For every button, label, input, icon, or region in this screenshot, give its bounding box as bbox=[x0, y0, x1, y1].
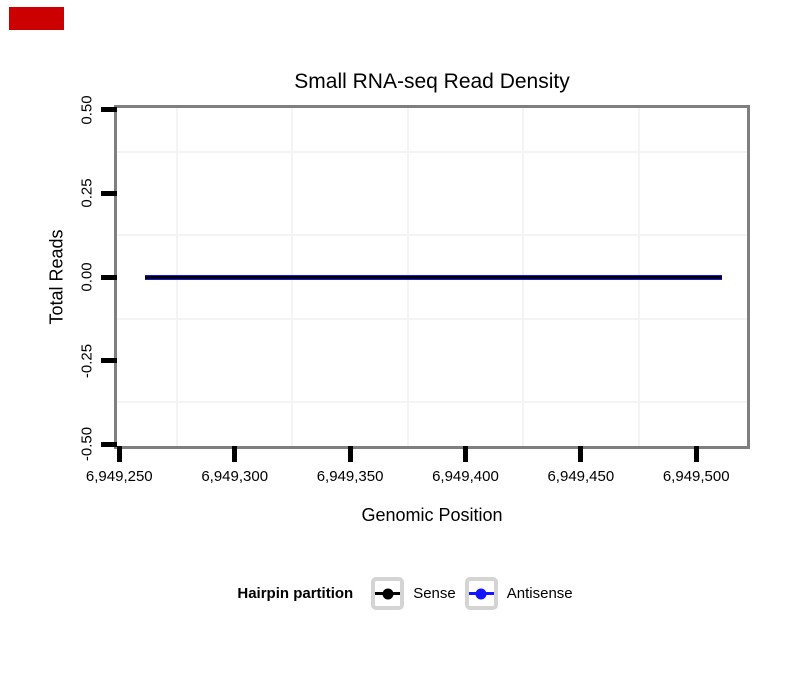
x-tick-label: 6,949,250 bbox=[85, 468, 153, 485]
legend: Hairpin partition Sense Antisense bbox=[0, 577, 810, 610]
legend-title: Hairpin partition bbox=[237, 585, 354, 602]
y-tick-label: -0.50 bbox=[78, 427, 96, 462]
y-tick-label: -0.25 bbox=[78, 343, 96, 378]
x-tick-label: 6,949,300 bbox=[201, 468, 269, 485]
chart-title: Small RNA-seq Read Density bbox=[294, 70, 570, 93]
x-tick-label: 6,949,450 bbox=[547, 468, 615, 485]
legend-key-sense bbox=[371, 577, 405, 610]
legend-label-antisense: Antisense bbox=[506, 585, 573, 602]
red-marker-rectangle bbox=[9, 7, 64, 30]
x-tick-label: 6,949,350 bbox=[316, 468, 384, 485]
x-tick-label: 6,949,500 bbox=[662, 468, 730, 485]
y-axis-label: Total Reads bbox=[46, 229, 67, 325]
antisense-dot-icon bbox=[475, 588, 487, 599]
x-tick-label: 6,949,400 bbox=[432, 468, 499, 485]
y-tick-label: 0.00 bbox=[78, 262, 96, 292]
y-tick-label: 0.25 bbox=[78, 178, 96, 208]
legend-key-antisense bbox=[464, 577, 498, 610]
sense-dot-icon bbox=[382, 588, 394, 599]
x-axis-label: Genomic Position bbox=[361, 505, 503, 525]
plot-panel bbox=[114, 105, 750, 449]
y-tick-label: 0.50 bbox=[78, 95, 96, 125]
legend-label-sense: Sense bbox=[413, 585, 456, 602]
